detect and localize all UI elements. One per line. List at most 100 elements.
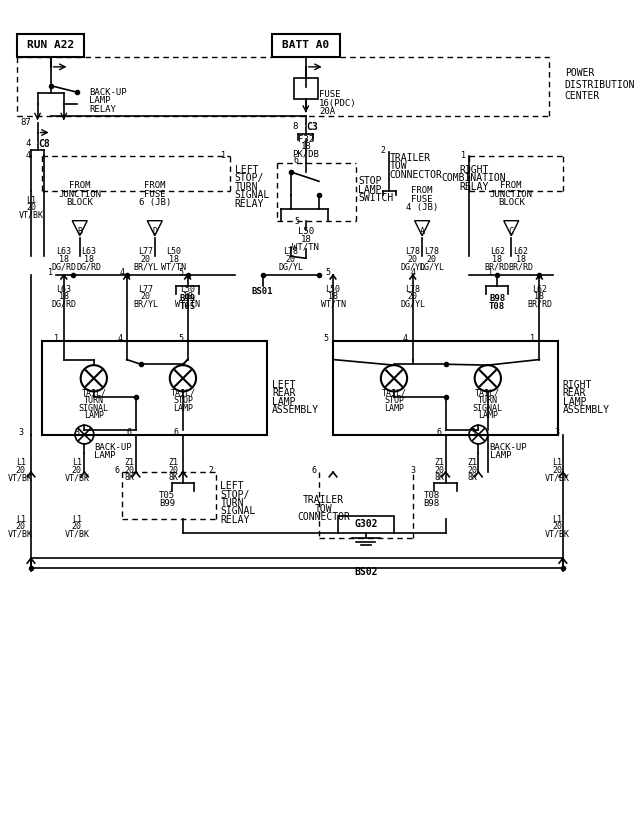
Text: 20: 20 [26,203,36,212]
Text: LAMP: LAMP [272,396,296,406]
Text: Z1: Z1 [168,458,179,468]
Text: FUSE: FUSE [144,190,166,199]
Text: RELAY: RELAY [234,199,264,209]
Text: 2: 2 [380,146,385,154]
Text: 1: 1 [488,268,493,277]
Text: 20: 20 [468,466,478,475]
Text: ASSEMBLY: ASSEMBLY [272,406,319,415]
Text: L1: L1 [552,515,562,524]
Text: RELAY: RELAY [459,182,488,192]
Text: 8K: 8K [124,473,134,482]
Text: 2: 2 [209,466,214,475]
Text: B99: B99 [180,294,196,303]
Text: 18: 18 [534,292,545,301]
Text: 16(PDC): 16(PDC) [319,99,356,108]
Text: 8K: 8K [434,473,444,482]
Text: LAMP: LAMP [478,411,498,420]
Text: 18: 18 [84,254,94,263]
Text: VT/BK: VT/BK [65,473,90,482]
Text: L50: L50 [180,285,195,294]
Text: RELAY: RELAY [89,105,116,113]
Text: SIGNAL: SIGNAL [473,404,503,413]
Text: L50: L50 [298,227,314,236]
Text: 3: 3 [18,428,23,437]
Text: LAMP: LAMP [94,451,115,460]
Text: 4: 4 [120,268,124,277]
Text: 6: 6 [294,156,299,165]
Text: 20: 20 [15,522,26,531]
Text: 18: 18 [300,142,311,151]
Text: VT/BK: VT/BK [545,529,570,539]
Text: L78: L78 [405,247,420,256]
Text: FROM: FROM [412,186,433,195]
Text: B98: B98 [489,294,505,303]
Text: WT/TN: WT/TN [292,243,319,251]
Text: TURN: TURN [84,396,104,406]
Text: CONNECTOR: CONNECTOR [389,169,442,180]
Text: 4: 4 [403,335,408,344]
Text: 5: 5 [326,268,331,277]
Text: FROM: FROM [69,182,90,191]
Text: SWITCH: SWITCH [358,193,394,203]
Text: Z1: Z1 [468,458,478,468]
Text: T05: T05 [159,491,175,500]
Text: T08: T08 [489,301,505,311]
Text: TAIL/: TAIL/ [81,389,106,398]
Text: REAR: REAR [563,388,586,398]
Text: B: B [77,227,82,236]
Text: LEFT: LEFT [234,165,258,175]
Text: RELAY: RELAY [220,515,250,525]
Text: L63: L63 [56,247,71,256]
Text: VT/BK: VT/BK [65,529,90,539]
Text: 6: 6 [127,428,132,437]
Text: 1: 1 [461,150,466,159]
Text: LEFT: LEFT [220,482,244,491]
Text: 5: 5 [323,335,328,344]
Text: 20: 20 [140,292,150,301]
Text: C8: C8 [38,139,50,149]
Text: LAMP: LAMP [358,185,382,195]
Text: 6 (JB): 6 (JB) [139,198,171,207]
Bar [338,516,394,533]
Text: 4: 4 [26,150,31,159]
Bar [42,341,268,434]
Text: L50: L50 [166,247,181,256]
Text: Z1: Z1 [434,458,444,468]
Text: BS02: BS02 [354,567,378,577]
Text: JUNCTION: JUNCTION [490,190,532,199]
Text: BACK-UP: BACK-UP [89,88,127,97]
Text: STOP: STOP [173,396,193,406]
Text: BATT A0: BATT A0 [282,40,330,50]
Text: RIGHT: RIGHT [563,380,592,390]
Text: 20: 20 [15,466,26,475]
Text: L63: L63 [82,247,97,256]
Text: 18: 18 [59,254,68,263]
Text: TURN: TURN [234,182,258,192]
Text: CENTER: CENTER [564,91,600,101]
Text: TRAILER: TRAILER [303,496,344,506]
Text: VT/BK: VT/BK [545,473,570,482]
Text: BACK-UP: BACK-UP [94,444,131,452]
Text: LAMP: LAMP [563,396,586,406]
Text: 1: 1 [48,268,53,277]
Text: 18: 18 [516,254,525,263]
Text: 5: 5 [179,268,184,277]
Text: B99: B99 [159,499,175,507]
Text: 4: 4 [118,335,123,344]
Text: 1: 1 [221,150,226,159]
Text: 8K: 8K [468,473,478,482]
Bar [272,34,340,56]
Text: VT/BK: VT/BK [19,211,44,220]
Text: 4: 4 [410,268,415,277]
Text: 18: 18 [168,254,179,263]
Text: 3: 3 [410,466,415,475]
Text: 8: 8 [293,122,298,131]
Text: STOP: STOP [358,176,382,187]
Text: STOP: STOP [384,396,404,406]
Text: FROM: FROM [144,182,166,191]
Text: L77: L77 [138,285,153,294]
Text: 20: 20 [124,466,134,475]
Text: TURN: TURN [220,498,244,508]
Text: DISTRIBUTION: DISTRIBUTION [564,79,636,90]
Text: BR/RD: BR/RD [527,300,552,309]
